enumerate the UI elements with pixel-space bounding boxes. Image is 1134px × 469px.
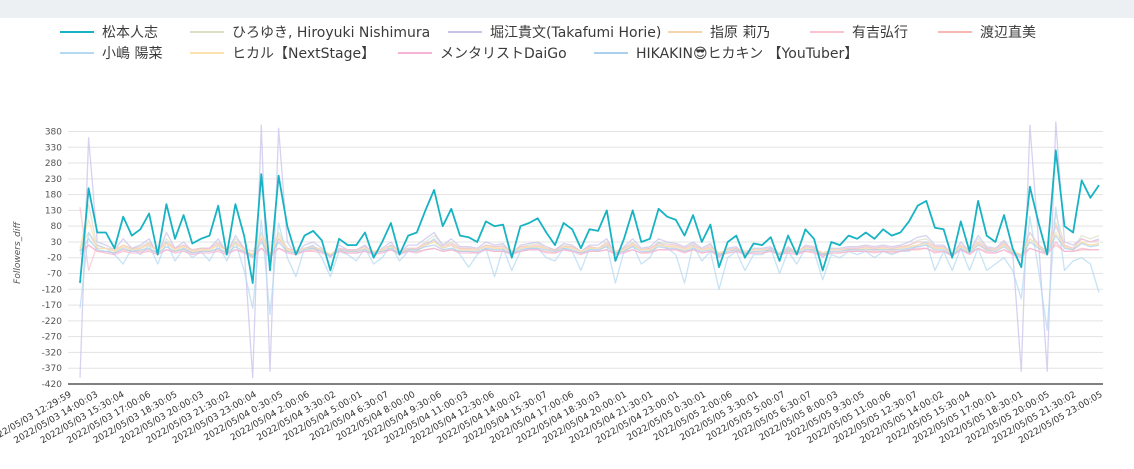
legend-swatch bbox=[594, 52, 628, 54]
legend-label: 堀江貴文(Takafumi Horie) bbox=[490, 25, 662, 41]
y-tick-label: -420 bbox=[42, 380, 63, 390]
legend-item-series-2[interactable]: 堀江貴文(Takafumi Horie) bbox=[448, 22, 661, 42]
legend-swatch bbox=[398, 52, 432, 54]
legend-item-series-9[interactable]: HIKAKIN😎ヒカキン 【YouTuber】 bbox=[594, 43, 858, 63]
y-tick-label: -20 bbox=[47, 254, 62, 264]
y-tick-label: 380 bbox=[45, 127, 62, 137]
legend-item-series-5[interactable]: 渡辺直美 bbox=[938, 22, 1036, 42]
y-tick-label: 280 bbox=[45, 159, 62, 169]
y-tick-label: -370 bbox=[42, 364, 63, 374]
series-line-7 bbox=[79, 219, 1100, 256]
y-axis-ticks: 380 330 280 230 180 130 80 30 -20 -70 -120 -170 -220… bbox=[42, 127, 63, 390]
legend-item-series-6[interactable]: 小嶋 陽菜 bbox=[60, 43, 162, 63]
series-line-4 bbox=[79, 207, 1100, 272]
y-axis-label: Followers_diff bbox=[13, 221, 23, 284]
legend-swatch bbox=[938, 31, 972, 33]
legend-label: 有吉弘行 bbox=[852, 25, 908, 41]
legend-item-series-3[interactable]: 指原 莉乃 bbox=[668, 22, 770, 42]
series-line-0 bbox=[79, 149, 1100, 284]
y-tick-label: -70 bbox=[47, 270, 62, 280]
legend-label: 指原 莉乃 bbox=[710, 25, 771, 41]
series-line-9 bbox=[79, 234, 1100, 257]
top-toolbar-strip bbox=[0, 0, 1134, 18]
legend-item-series-7[interactable]: ヒカル【NextStage】 bbox=[190, 43, 375, 63]
legend-swatch bbox=[810, 31, 844, 33]
series-lines bbox=[79, 121, 1100, 379]
y-tick-label: -170 bbox=[42, 301, 63, 311]
y-tick-label: 130 bbox=[45, 206, 62, 216]
y-tick-label: 80 bbox=[51, 222, 63, 232]
legend-label: メンタリストDaiGo bbox=[440, 46, 567, 62]
y-tick-label: -270 bbox=[42, 333, 63, 343]
y-tick-label: -320 bbox=[42, 348, 63, 358]
legend-item-series-1[interactable]: ひろゆき, Hiroyuki Nishimura bbox=[190, 22, 430, 42]
legend-swatch bbox=[190, 31, 224, 33]
series-line-2 bbox=[79, 121, 1100, 379]
series-line-6 bbox=[79, 206, 1100, 331]
legend-swatch bbox=[60, 31, 94, 33]
legend-label: ひろゆき, Hiroyuki Nishimura bbox=[232, 25, 431, 41]
legend-swatch bbox=[190, 52, 224, 54]
legend-item-series-4[interactable]: 有吉弘行 bbox=[810, 22, 908, 42]
legend-label: 渡辺直美 bbox=[980, 25, 1036, 41]
legend-swatch bbox=[60, 52, 94, 54]
legend-swatch bbox=[448, 31, 482, 33]
y-tick-label: 230 bbox=[45, 175, 62, 185]
series-line-8 bbox=[79, 241, 1099, 259]
legend-item-series-0[interactable]: 松本人志 bbox=[60, 22, 158, 42]
legend-label: HIKAKIN😎ヒカキン 【YouTuber】 bbox=[636, 46, 859, 62]
y-tick-label: 30 bbox=[51, 238, 63, 248]
legend-label: ヒカル【NextStage】 bbox=[232, 46, 376, 62]
y-tick-label: 330 bbox=[45, 143, 62, 153]
y-tick-label: 180 bbox=[45, 191, 62, 201]
legend-item-series-8[interactable]: メンタリストDaiGo bbox=[398, 43, 567, 63]
legend-label: 小嶋 陽菜 bbox=[102, 46, 163, 62]
legend-label: 松本人志 bbox=[102, 25, 158, 41]
legend-swatch bbox=[668, 31, 702, 33]
y-tick-label: -220 bbox=[42, 317, 63, 327]
y-tick-label: -120 bbox=[42, 285, 63, 295]
